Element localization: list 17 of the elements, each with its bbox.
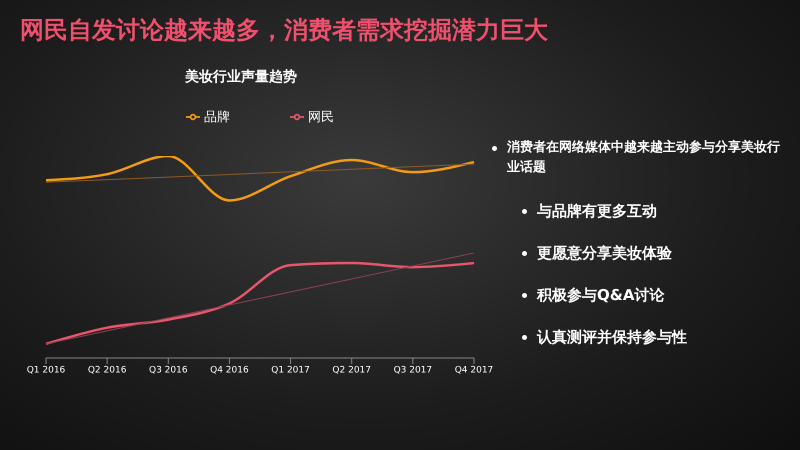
legend-label: 品牌 [204, 110, 230, 125]
text: 消费者在网络媒体中越来越主动参与分享美妆行业话题 [507, 138, 781, 177]
text: 与品牌有更多互动 [537, 201, 657, 222]
x-tick-label: Q1 2016 [26, 365, 66, 376]
x-tick-label: Q1 2017 [271, 365, 310, 376]
x-tick-label: Q2 2016 [88, 365, 127, 376]
x-tick-label: Q2 2017 [332, 365, 372, 376]
text: 积极参与Q&A讨论 [537, 285, 664, 306]
x-tick-label: Q4 2016 [210, 365, 249, 376]
x-tick-label: Q3 2016 [148, 365, 188, 376]
chart-subtitle: 美妆行业声量趋势 [185, 68, 297, 86]
legend-label: 网民 [308, 110, 334, 125]
x-tick-label: Q3 2017 [394, 365, 432, 376]
text: 认真测评并保持参与性 [537, 327, 687, 348]
x-tick-label: Q4 2017 [454, 365, 494, 376]
chart-title: 网民自发讨论越来越多，消费者需求挖掘潜力巨大 [20, 15, 548, 46]
text: 更愿意分享美妆体验 [537, 243, 672, 264]
